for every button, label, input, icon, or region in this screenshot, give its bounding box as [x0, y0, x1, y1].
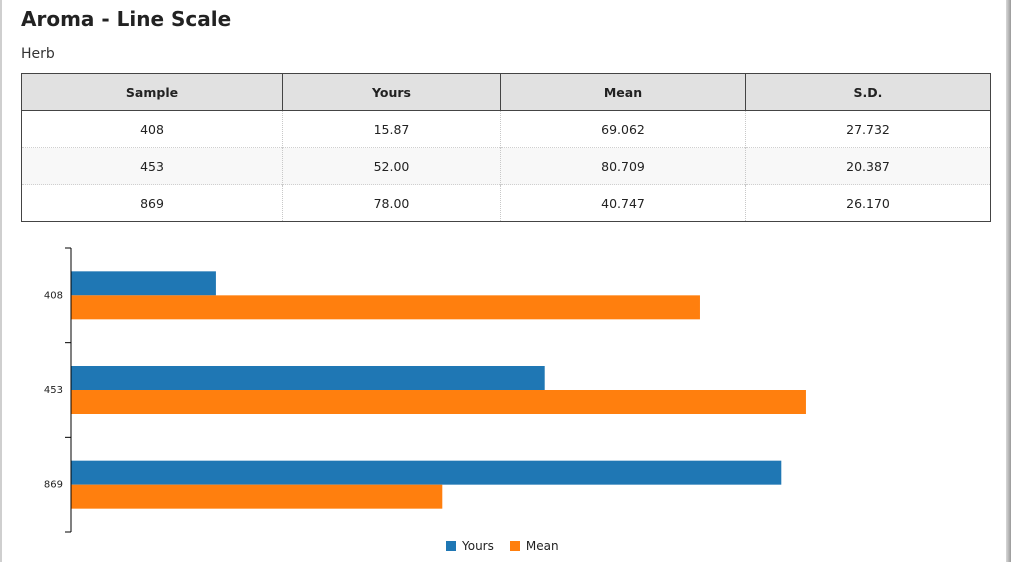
cell-sd: 27.732 [745, 110, 991, 148]
legend-item-mean[interactable]: Mean [509, 539, 559, 553]
cell-yours: 15.87 [282, 110, 501, 148]
cell-sample: 453 [21, 147, 283, 185]
cell-mean: 69.062 [500, 110, 746, 148]
cell-mean: 80.709 [500, 147, 746, 185]
header-mean: Mean [500, 73, 746, 111]
y-tick-label-408: 408 [44, 290, 63, 301]
legend-swatch-yours [446, 541, 456, 551]
cell-sample: 869 [21, 184, 283, 222]
bar-mean-869 [71, 484, 443, 509]
legend-item-yours[interactable]: Yours [446, 539, 494, 553]
bar-mean-408 [71, 295, 700, 320]
page-subtitle: Herb [21, 46, 55, 62]
bar-mean-453 [71, 390, 806, 414]
legend-swatch-mean [509, 541, 520, 551]
header-yours: Yours [282, 73, 501, 111]
cell-yours: 78.00 [282, 184, 501, 222]
cell-mean: 40.747 [500, 184, 746, 222]
table-row: 869 78.00 40.747 26.170 [21, 184, 991, 222]
cell-yours: 52.00 [282, 147, 501, 185]
header-sd: S.D. [745, 73, 991, 111]
cell-sd: 20.387 [745, 147, 991, 185]
window-right-edge [1006, 0, 1011, 562]
table-header-row: Sample Yours Mean S.D. [21, 73, 991, 111]
legend-label-mean: Mean [525, 539, 559, 553]
cell-sd: 26.170 [745, 184, 991, 222]
bar-chart: 408 453 869 [44, 247, 806, 533]
legend-label-yours: Yours [462, 539, 494, 553]
chart-legend: Yours Mean [446, 539, 575, 553]
header-sample: Sample [21, 73, 283, 111]
table-row: 408 15.87 69.062 27.732 [21, 110, 991, 148]
window-left-edge [0, 0, 2, 562]
bar-yours-408 [71, 271, 216, 296]
y-tick-label-869: 869 [44, 480, 63, 491]
stats-table: Sample Yours Mean S.D. 408 15.87 69.062 … [21, 73, 991, 222]
y-tick-label-453: 453 [44, 385, 63, 396]
bar-yours-869 [71, 460, 782, 485]
table-row: 453 52.00 80.709 20.387 [21, 147, 991, 185]
cell-sample: 408 [21, 110, 283, 148]
page-title: Aroma - Line Scale [21, 7, 232, 31]
bar-yours-453 [71, 366, 545, 390]
